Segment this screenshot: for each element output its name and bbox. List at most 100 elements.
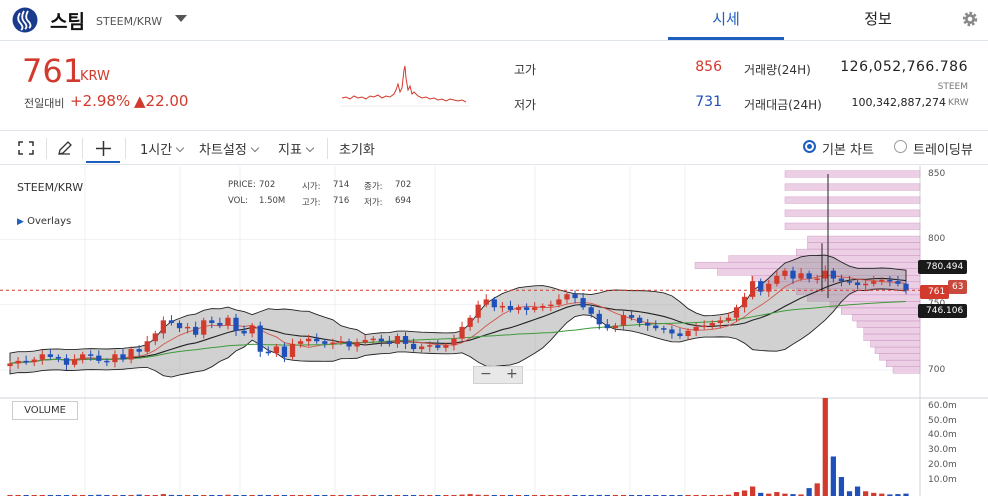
candle-body (168, 320, 175, 323)
basic-chart-label[interactable]: 기본 차트 (822, 143, 874, 158)
coin-select-dropdown-icon[interactable] (175, 15, 187, 22)
volume-profile-bar (784, 222, 921, 230)
candle-body (475, 304, 481, 318)
candle-body (604, 324, 610, 329)
lower-band-tag: 746.106 (918, 304, 968, 318)
candle-body (620, 315, 627, 326)
volume-profile-bar (892, 366, 921, 374)
candle-body (782, 270, 788, 276)
change-amount: ▲22.00 (134, 92, 189, 110)
ohlc-open-value: 714 (333, 180, 350, 190)
volume-bar (854, 486, 861, 496)
candle-body (71, 359, 78, 365)
candle-body (144, 341, 150, 352)
candle-body (814, 278, 820, 281)
volume-bar (467, 494, 473, 496)
volume-bar (750, 486, 756, 496)
volume-bar (225, 494, 231, 496)
indicator-dropdown[interactable]: 지표 (278, 139, 315, 158)
candle-body (596, 313, 602, 325)
candle-body (23, 360, 29, 363)
candle-body (273, 346, 280, 354)
triangle-right-icon: ▶ (17, 217, 24, 227)
ohlc-low-value: 694 (395, 196, 412, 206)
fullscreen-icon[interactable] (18, 141, 34, 155)
candle-body (451, 338, 457, 346)
candle-body (483, 299, 489, 305)
volume-bar (903, 493, 909, 496)
candle-body (669, 329, 675, 334)
ohlc-close-value: 702 (395, 180, 412, 190)
volume-bar (871, 492, 877, 496)
candle-body (507, 305, 514, 310)
candle-body (31, 359, 37, 363)
candle-body (645, 322, 651, 326)
amount-label: 거래대금(24H) (744, 98, 822, 112)
chart-settings-label: 차트설정 (199, 143, 247, 158)
candle-body (354, 342, 360, 347)
ohlc-price-label: PRICE: (228, 180, 256, 190)
volume-profile-bar (829, 301, 921, 309)
volume-axis-label: 20.0m (928, 460, 957, 470)
candle-body (628, 315, 635, 318)
candle-body (685, 330, 691, 337)
bollinger-midline (9, 277, 907, 365)
volume-profile-bar (807, 235, 921, 243)
chart-symbol: STEEM/KRW (17, 181, 84, 194)
candle-body (677, 333, 683, 337)
candle-body (55, 356, 62, 359)
candle-body (863, 283, 869, 286)
price-unit: KRW (80, 69, 110, 84)
chevron-down-icon (305, 143, 315, 153)
candle-body (47, 354, 53, 357)
basic-chart-radio[interactable] (803, 140, 816, 153)
change-percent: +2.98% (70, 92, 131, 110)
tab-quote[interactable]: 시세 (668, 0, 784, 40)
reset-button[interactable]: 초기화 (339, 143, 375, 158)
volume-bar (830, 456, 836, 496)
volume-unit: STEEM (937, 82, 968, 92)
candle-body (80, 354, 86, 360)
zoom-in-button[interactable]: + (506, 366, 518, 382)
coin-name: 스팀 (50, 11, 85, 33)
chart-settings-dropdown[interactable]: 차트설정 (199, 139, 260, 158)
candle-body (176, 322, 183, 329)
candle-body (879, 279, 885, 282)
chart-canvas[interactable] (0, 166, 988, 496)
volume-bar (838, 477, 845, 496)
candle-body (193, 326, 199, 335)
crosshair-active-underline (86, 161, 120, 163)
gear-icon[interactable] (960, 9, 980, 29)
price-chart[interactable] (0, 166, 988, 496)
tradingview-label[interactable]: 트레이딩뷰 (913, 143, 973, 158)
candle-body (63, 358, 70, 365)
volume-panel-label: VOLUME (12, 401, 78, 420)
candle-body (798, 273, 804, 279)
pencil-icon[interactable] (56, 140, 73, 157)
candle-body (903, 283, 909, 291)
volume-bar (733, 492, 740, 496)
overlays-toggle[interactable]: ▶ Overlays (17, 216, 71, 227)
indicator-label: 지표 (278, 143, 302, 158)
candle-body (362, 339, 368, 343)
candle-body (572, 294, 578, 299)
candle-body (88, 354, 94, 356)
volume-profile-bar (852, 314, 921, 322)
moving-average-short (9, 274, 907, 364)
volume-bar (774, 492, 780, 496)
volume-bar (71, 494, 78, 496)
candle-body (887, 279, 893, 282)
tab-info[interactable]: 정보 (864, 10, 892, 28)
amount-unit: KRW (948, 98, 969, 108)
crosshair-icon[interactable] (95, 140, 112, 157)
zoom-out-button[interactable]: − (480, 366, 492, 382)
candle-body (693, 326, 699, 331)
candle-body (750, 281, 756, 297)
candle-body (136, 349, 142, 352)
candle-body (588, 307, 594, 314)
ohlc-close-label: 종가: (364, 182, 383, 192)
candle-body (435, 345, 441, 348)
interval-dropdown[interactable]: 1시간 (140, 139, 185, 158)
candle-body (838, 278, 845, 282)
tradingview-radio[interactable] (894, 140, 907, 153)
